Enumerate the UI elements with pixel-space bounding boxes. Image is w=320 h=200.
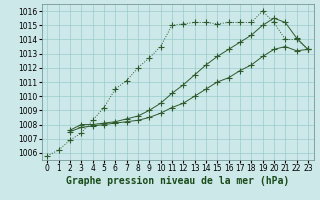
X-axis label: Graphe pression niveau de la mer (hPa): Graphe pression niveau de la mer (hPa) — [66, 176, 289, 186]
